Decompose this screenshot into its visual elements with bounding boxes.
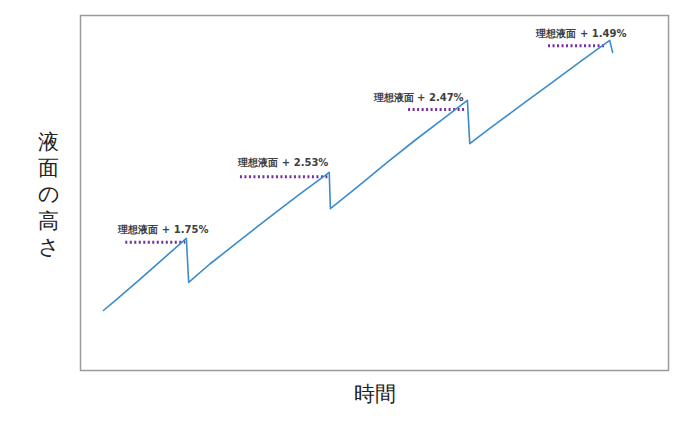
svg-text:液面の高さ: 液面の高さ <box>38 130 60 259</box>
svg-text:時間: 時間 <box>354 382 396 406</box>
svg-text:理想液面 + 2.53%: 理想液面 + 2.53% <box>237 157 328 168</box>
svg-text:理想液面 + 2.47%: 理想液面 + 2.47% <box>373 92 464 103</box>
svg-text:理想液面 + 1.49%: 理想液面 + 1.49% <box>535 28 626 39</box>
svg-text:理想液面 + 1.75%: 理想液面 + 1.75% <box>117 224 208 235</box>
